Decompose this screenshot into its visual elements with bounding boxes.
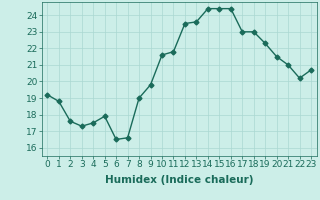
X-axis label: Humidex (Indice chaleur): Humidex (Indice chaleur) xyxy=(105,175,253,185)
